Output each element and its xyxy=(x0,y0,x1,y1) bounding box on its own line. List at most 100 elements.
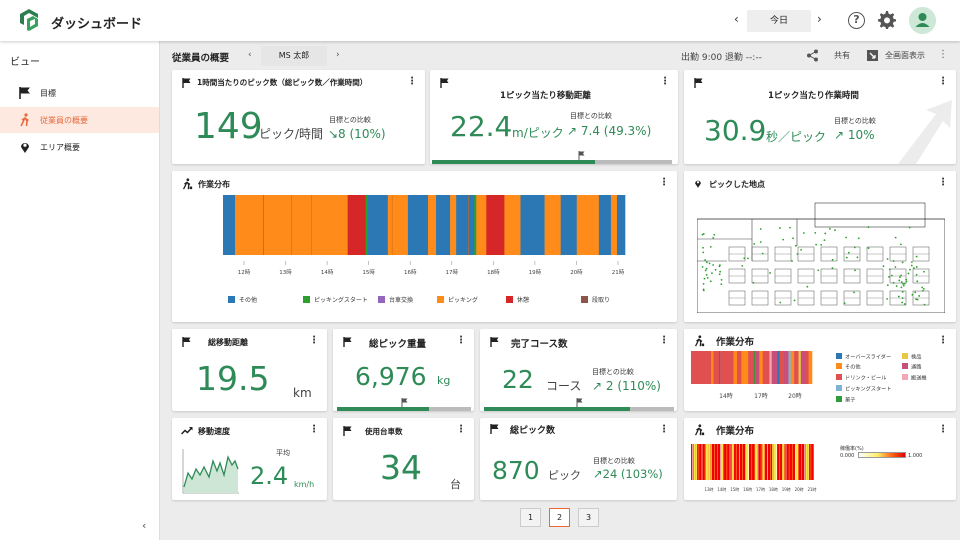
pick-point xyxy=(915,273,918,276)
progress-bar xyxy=(432,160,672,164)
x-tick-label: 13時 xyxy=(704,486,713,492)
heatmap-cell xyxy=(785,444,787,480)
area-segment xyxy=(771,351,778,384)
heatmap-cell xyxy=(720,444,723,480)
help-icon[interactable]: ? xyxy=(848,12,865,29)
area-segment xyxy=(790,351,795,384)
progress-bar-fill xyxy=(432,160,596,164)
employee-prev-button[interactable]: ‹ xyxy=(248,50,252,60)
pick-point xyxy=(845,256,848,259)
sidebar: ビュー 目標 従業員の概要 エリア概要 ‹ xyxy=(0,41,160,540)
top-bar: ダッシュボード ‹ 今日 › ? xyxy=(0,0,960,41)
fullscreen-button[interactable]: 全画面表示 xyxy=(866,49,925,62)
sidebar-collapse-button[interactable]: ‹ xyxy=(142,519,147,532)
area-segment xyxy=(754,351,760,384)
card-menu-icon[interactable]: ⋮ xyxy=(456,335,466,346)
date-next-button[interactable]: › xyxy=(817,12,822,26)
pick-point xyxy=(903,282,906,285)
walking-person-icon xyxy=(694,424,705,436)
trend-up-arrow-icon xyxy=(898,100,952,164)
pick-point xyxy=(720,278,723,281)
x-tick-label: 16時 xyxy=(743,486,752,492)
card-menu-icon[interactable]: ⋮ xyxy=(938,177,948,188)
pick-point xyxy=(847,251,850,254)
pick-point xyxy=(901,297,904,300)
card-menu-icon[interactable]: ⋮ xyxy=(938,76,948,87)
card-title: ピックした地点 xyxy=(709,180,765,189)
sidebar-item-area-overview[interactable]: エリア概要 xyxy=(0,134,159,160)
card-menu-icon[interactable]: ⋮ xyxy=(407,76,417,87)
area-segment xyxy=(753,351,756,384)
card-menu-icon[interactable]: ⋮ xyxy=(659,335,669,346)
card-menu-icon[interactable]: ⋮ xyxy=(938,424,948,435)
work-time-card: 1ピック当たり作業時間 ⋮ 30.9 秒／ピック 目標との比較 ↗ 10% xyxy=(684,70,956,164)
heatmap-cell xyxy=(791,444,793,480)
date-prev-button[interactable]: ‹ xyxy=(734,12,739,26)
total-picks-card: 総ピック数 ⋮ 870 ピック 目標との比較 ↗24 (103%) xyxy=(480,418,677,500)
pick-point xyxy=(897,295,900,298)
area-segment xyxy=(741,351,749,384)
user-avatar-icon[interactable] xyxy=(909,7,936,34)
sidebar-item-goals[interactable]: 目標 xyxy=(0,80,159,106)
heatmap-cell xyxy=(767,444,768,480)
share-button[interactable]: 共有 xyxy=(806,49,850,62)
pick-point xyxy=(882,265,885,268)
card-menu-icon[interactable]: ⋮ xyxy=(309,335,319,346)
card-menu-icon[interactable]: ⋮ xyxy=(938,335,948,346)
floor-room xyxy=(814,202,926,228)
date-selector[interactable]: 今日 xyxy=(747,10,811,32)
progress-bar xyxy=(337,407,471,411)
page-2-button[interactable]: 2 xyxy=(549,508,570,527)
legend-label: ドリンク・ビール xyxy=(845,374,886,382)
metric-unit: 秒／ピック xyxy=(766,130,827,144)
legend-label: 菓子 xyxy=(845,396,855,404)
sidebar-item-employee-overview[interactable]: 従業員の概要 xyxy=(0,107,159,133)
page-3-button[interactable]: 3 xyxy=(578,508,599,527)
pick-point xyxy=(759,228,762,230)
timeline-tick xyxy=(263,195,264,255)
legend-swatch xyxy=(902,353,908,359)
work-distribution-card: 作業分布 ⋮ 12時 13時 14時 15時 16時 17時 18時 19時 20時 21時 その他… xyxy=(172,171,677,322)
heatmap-cell xyxy=(788,444,790,480)
pick-point xyxy=(921,286,924,289)
heatmap-cell xyxy=(762,444,765,480)
card-menu-icon[interactable]: ⋮ xyxy=(660,76,670,87)
area-segment xyxy=(719,351,721,384)
card-menu-icon[interactable]: ⋮ xyxy=(659,177,669,188)
card-menu-icon[interactable]: ⋮ xyxy=(659,424,669,435)
legend-label: ピッキングスタート xyxy=(314,296,368,304)
card-menu-icon[interactable]: ⋮ xyxy=(309,424,319,435)
compare-label: 目標との比較 xyxy=(570,112,612,120)
timeline-segment xyxy=(347,195,367,255)
card-title: 作業分布 xyxy=(716,426,755,437)
heatmap-scale-label: 稼働率(%) xyxy=(840,446,864,452)
area-segment xyxy=(798,351,802,384)
pick-point xyxy=(794,244,797,247)
gear-icon[interactable] xyxy=(877,10,897,30)
flag-icon xyxy=(576,398,583,407)
x-tick-label: 14時 xyxy=(321,268,334,276)
pick-point xyxy=(817,269,820,272)
area-segment xyxy=(691,351,712,384)
pick-point xyxy=(857,237,860,240)
page-1-button[interactable]: 1 xyxy=(520,508,541,527)
x-tick-label: 20時 xyxy=(795,486,804,492)
legend-label: ピッキング xyxy=(448,296,478,304)
flag-icon xyxy=(343,426,352,436)
area-segment xyxy=(779,351,785,384)
timeline-segment xyxy=(504,195,521,255)
page-title: 従業員の概要 xyxy=(172,53,230,64)
card-menu-icon[interactable]: ⋮ xyxy=(456,424,466,435)
x-tick-label: 12時 xyxy=(238,268,251,276)
pick-point xyxy=(705,267,708,270)
pick-point xyxy=(902,283,904,285)
pick-point xyxy=(907,272,910,275)
employee-next-button[interactable]: › xyxy=(336,50,340,60)
legend-label: オーバースライダー xyxy=(845,353,891,361)
x-tick-label: 13時 xyxy=(279,268,292,276)
pick-point xyxy=(901,261,904,264)
pick-point xyxy=(853,246,856,249)
more-options-icon[interactable]: ⋮ xyxy=(938,49,948,60)
employee-selector[interactable]: MS 太郎 xyxy=(261,46,327,66)
heatmap-cell xyxy=(772,444,778,480)
